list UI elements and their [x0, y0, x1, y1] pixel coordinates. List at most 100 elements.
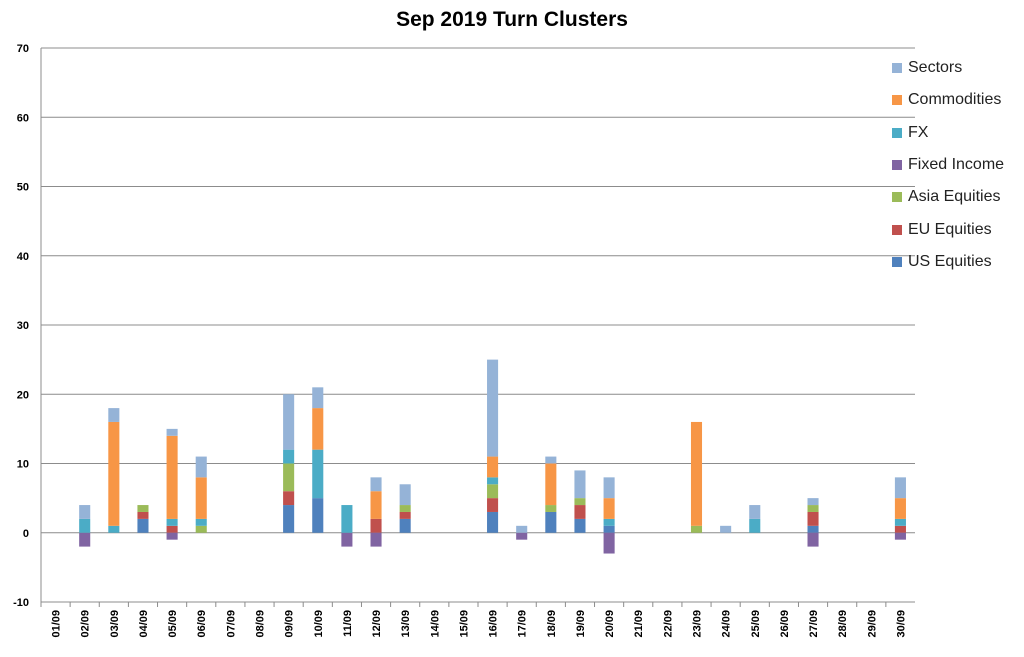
bar-asia-equities	[807, 505, 819, 512]
bar-sectors	[79, 505, 91, 519]
legend-swatch	[892, 192, 902, 203]
bar-asia-equities	[690, 525, 703, 533]
chart-title: Sep 2019 Turn Clusters	[396, 8, 628, 31]
legend-swatch	[892, 63, 902, 74]
legend-swatch	[892, 127, 902, 138]
bar-eu-equities	[487, 498, 499, 512]
x-tick-label: 11/09	[342, 610, 354, 637]
legend: Sectors Commodities FX Fixed Income Asia Equ…	[892, 52, 1022, 278]
y-tick-label: 0	[23, 528, 29, 540]
bar-asia-equities	[137, 505, 149, 512]
legend-swatch	[892, 160, 902, 171]
x-tick-label: 03/09	[109, 610, 121, 638]
bar-commodities	[603, 498, 615, 519]
bar-us-equities	[603, 525, 615, 533]
bar-fx	[283, 449, 295, 464]
bar-sectors	[370, 477, 382, 492]
bar-us-equities	[137, 518, 149, 533]
bar-us-equities	[545, 511, 557, 533]
bar-commodities	[894, 498, 906, 519]
bar-commodities	[690, 421, 703, 526]
bar-us-equities	[807, 525, 819, 533]
bar-fx	[894, 518, 906, 526]
y-tick-label: 30	[17, 320, 29, 332]
bar-us-equities	[399, 518, 411, 533]
bar-fixed-income	[603, 532, 615, 554]
bar-fixed-income	[79, 532, 91, 547]
legend-label: US Equities	[908, 252, 992, 270]
x-tick-label: 29/09	[866, 610, 878, 638]
bar-fixed-income	[894, 532, 906, 540]
bar-fx	[166, 518, 178, 526]
bar-fx	[749, 518, 761, 533]
bar-sectors	[603, 477, 615, 499]
x-tick-label: 12/09	[371, 610, 383, 638]
legend-label: Commodities	[908, 91, 1002, 109]
bar-fixed-income	[807, 532, 819, 547]
legend-item: Commodities	[892, 84, 1022, 116]
bar-fx	[603, 518, 615, 526]
bar-sectors	[807, 498, 819, 506]
legend-item: US Equities	[892, 246, 1022, 278]
legend-swatch	[892, 224, 902, 235]
y-tick-labels: -10 0 10 20 30 40 50 60 70	[13, 43, 29, 609]
legend-label: Sectors	[908, 59, 963, 77]
legend-label: Fixed Income	[908, 156, 1005, 174]
bar-asia-equities	[195, 525, 207, 533]
bar-sectors	[487, 359, 499, 457]
x-tick-label: 05/09	[167, 610, 179, 638]
x-tick-label: 28/09	[837, 610, 849, 638]
y-tick-label: 50	[17, 182, 29, 194]
legend-label: Asia Equities	[908, 188, 1001, 206]
gridlines	[41, 47, 915, 534]
bar-us-equities	[487, 511, 499, 533]
bar-sectors	[545, 456, 557, 464]
bar-asia-equities	[283, 463, 295, 492]
bar-fixed-income	[166, 532, 178, 540]
bar-fx	[341, 505, 353, 533]
bar-fixed-income	[370, 532, 382, 547]
legend-item: FX	[892, 117, 1022, 149]
bar-us-equities	[283, 505, 295, 533]
bar-fixed-income	[516, 532, 528, 540]
legend-item: EU Equities	[892, 213, 1022, 245]
bar-asia-equities	[399, 505, 411, 512]
x-tick-label: 24/09	[721, 610, 733, 638]
y-tick-label: 20	[17, 389, 29, 401]
x-tick-label: 02/09	[80, 610, 92, 638]
bar-us-equities	[574, 518, 586, 533]
bar-sectors	[195, 456, 207, 478]
x-tick-label: 16/09	[488, 610, 500, 638]
bar-eu-equities	[807, 511, 819, 526]
y-tick-label: -10	[13, 597, 29, 609]
bar-asia-equities	[487, 484, 499, 499]
bar-commodities	[312, 408, 324, 450]
x-tick-label: 06/09	[196, 610, 208, 638]
bar-eu-equities	[399, 511, 411, 519]
bar-fixed-income	[341, 532, 353, 547]
bar-eu-equities	[370, 518, 382, 533]
bar-sectors	[516, 525, 528, 533]
x-tick-label: 07/09	[225, 610, 237, 638]
x-tick-label: 22/09	[662, 610, 674, 638]
bars	[79, 359, 906, 554]
x-tick-label: 25/09	[750, 610, 762, 638]
y-tick-label: 60	[17, 112, 29, 124]
bar-commodities	[195, 477, 207, 519]
bar-sectors	[894, 477, 906, 499]
bar-fx	[312, 449, 324, 499]
legend-item: Asia Equities	[892, 181, 1022, 213]
y-tick-label: 10	[17, 459, 29, 471]
legend-label: EU Equities	[908, 220, 992, 238]
y-tick-label: 70	[17, 43, 29, 55]
bar-sectors	[749, 505, 761, 519]
legend-swatch	[892, 256, 902, 267]
x-tick-label: 26/09	[779, 610, 791, 638]
bar-eu-equities	[894, 525, 906, 533]
bar-commodities	[487, 456, 499, 478]
bar-sectors	[283, 394, 295, 450]
x-tick-labels: 01/09 02/09 03/09 04/09 05/09 06/09 07/09 08/09…	[40, 602, 907, 638]
bar-fx	[487, 477, 499, 485]
x-tick-label: 14/09	[429, 610, 441, 638]
bar-sectors	[720, 525, 732, 533]
